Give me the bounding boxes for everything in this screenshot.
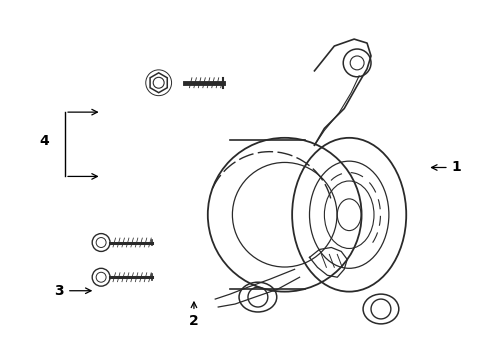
Text: 1: 1 (432, 161, 462, 175)
Text: 3: 3 (54, 284, 91, 298)
Text: 4: 4 (40, 134, 49, 148)
Text: 2: 2 (189, 302, 199, 328)
